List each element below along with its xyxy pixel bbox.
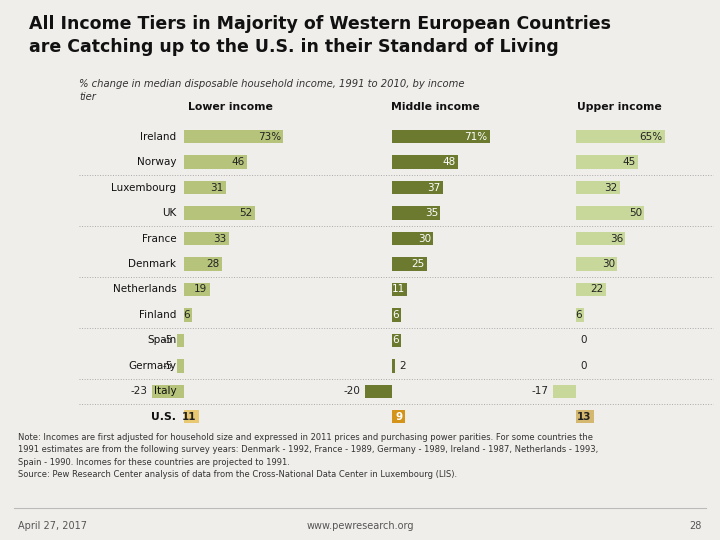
Text: U.S.: U.S. (151, 412, 176, 422)
Text: -5: -5 (162, 335, 173, 346)
Text: Spain: Spain (147, 335, 176, 346)
Bar (392, 359, 395, 373)
Text: Denmark: Denmark (128, 259, 176, 269)
Text: -17: -17 (531, 387, 549, 396)
Bar (184, 232, 229, 245)
Text: Upper income: Upper income (577, 103, 662, 112)
Text: www.pewresearch.org: www.pewresearch.org (306, 521, 414, 531)
Bar (152, 385, 184, 398)
Bar (184, 156, 246, 168)
Bar (576, 156, 638, 168)
Bar (392, 156, 458, 168)
Text: % change in median disposable household income, 1991 to 2010, by income
tier: % change in median disposable household … (79, 79, 464, 102)
Text: Note: Incomes are first adjusted for household size and expressed in 2011 prices: Note: Incomes are first adjusted for hou… (18, 433, 598, 479)
Bar (576, 232, 625, 245)
Text: 0: 0 (580, 335, 587, 346)
Text: Netherlands: Netherlands (112, 285, 176, 294)
Text: France: France (142, 233, 176, 244)
Text: 48: 48 (443, 157, 456, 167)
Text: April 27, 2017: April 27, 2017 (18, 521, 87, 531)
Bar (177, 359, 184, 373)
Text: 6: 6 (575, 310, 582, 320)
Bar (392, 334, 400, 347)
Text: Middle income: Middle income (391, 103, 480, 112)
Text: Germany: Germany (128, 361, 176, 371)
Text: Norway: Norway (137, 157, 176, 167)
Text: -23: -23 (131, 387, 148, 396)
Bar (392, 232, 433, 245)
Text: 22: 22 (590, 285, 604, 294)
Bar (392, 206, 441, 220)
Text: 13: 13 (577, 412, 592, 422)
Bar (184, 130, 284, 143)
Text: 6: 6 (183, 310, 189, 320)
Bar (576, 181, 620, 194)
Bar (576, 410, 594, 423)
Bar (184, 283, 210, 296)
Bar (576, 258, 617, 271)
Text: 2: 2 (400, 361, 406, 371)
Text: 52: 52 (239, 208, 253, 218)
Bar (392, 130, 490, 143)
Bar (553, 385, 576, 398)
Text: Finland: Finland (139, 310, 176, 320)
Text: Italy: Italy (154, 387, 176, 396)
Text: 33: 33 (213, 233, 227, 244)
Text: 36: 36 (610, 233, 623, 244)
Bar (392, 258, 426, 271)
Text: 65%: 65% (639, 132, 662, 141)
Text: 71%: 71% (464, 132, 487, 141)
Text: 46: 46 (231, 157, 244, 167)
Text: 30: 30 (418, 233, 431, 244)
Text: 9: 9 (395, 412, 402, 422)
Text: 28: 28 (690, 521, 702, 531)
Text: 32: 32 (604, 183, 618, 193)
Bar (184, 258, 222, 271)
Text: 35: 35 (425, 208, 438, 218)
Text: 0: 0 (580, 361, 587, 371)
Bar (184, 308, 192, 322)
Text: UK: UK (162, 208, 176, 218)
Text: 11: 11 (182, 412, 197, 422)
Text: 11: 11 (392, 285, 405, 294)
Bar (392, 308, 400, 322)
Text: Luxembourg: Luxembourg (112, 183, 176, 193)
Bar (177, 334, 184, 347)
Text: 6: 6 (392, 310, 398, 320)
Text: All Income Tiers in Majority of Western European Countries
are Catching up to th: All Income Tiers in Majority of Western … (29, 15, 611, 56)
Text: -20: -20 (344, 387, 361, 396)
Bar (392, 181, 443, 194)
Bar (184, 181, 226, 194)
Bar (576, 283, 606, 296)
Text: 6: 6 (392, 335, 398, 346)
Text: -5: -5 (162, 361, 173, 371)
Bar (184, 206, 255, 220)
Bar (184, 410, 199, 423)
Text: 37: 37 (428, 183, 441, 193)
Bar (576, 206, 644, 220)
Text: Ireland: Ireland (140, 132, 176, 141)
Text: Lower income: Lower income (188, 103, 273, 112)
Text: 25: 25 (411, 259, 425, 269)
Text: 28: 28 (207, 259, 220, 269)
Bar (576, 308, 584, 322)
Text: 50: 50 (629, 208, 642, 218)
Bar (576, 130, 665, 143)
Text: 45: 45 (622, 157, 636, 167)
Text: 30: 30 (602, 259, 615, 269)
Text: 19: 19 (194, 285, 207, 294)
Bar (365, 385, 392, 398)
Bar (392, 283, 408, 296)
Bar (392, 410, 405, 423)
Text: 31: 31 (210, 183, 224, 193)
Text: 73%: 73% (258, 132, 282, 141)
